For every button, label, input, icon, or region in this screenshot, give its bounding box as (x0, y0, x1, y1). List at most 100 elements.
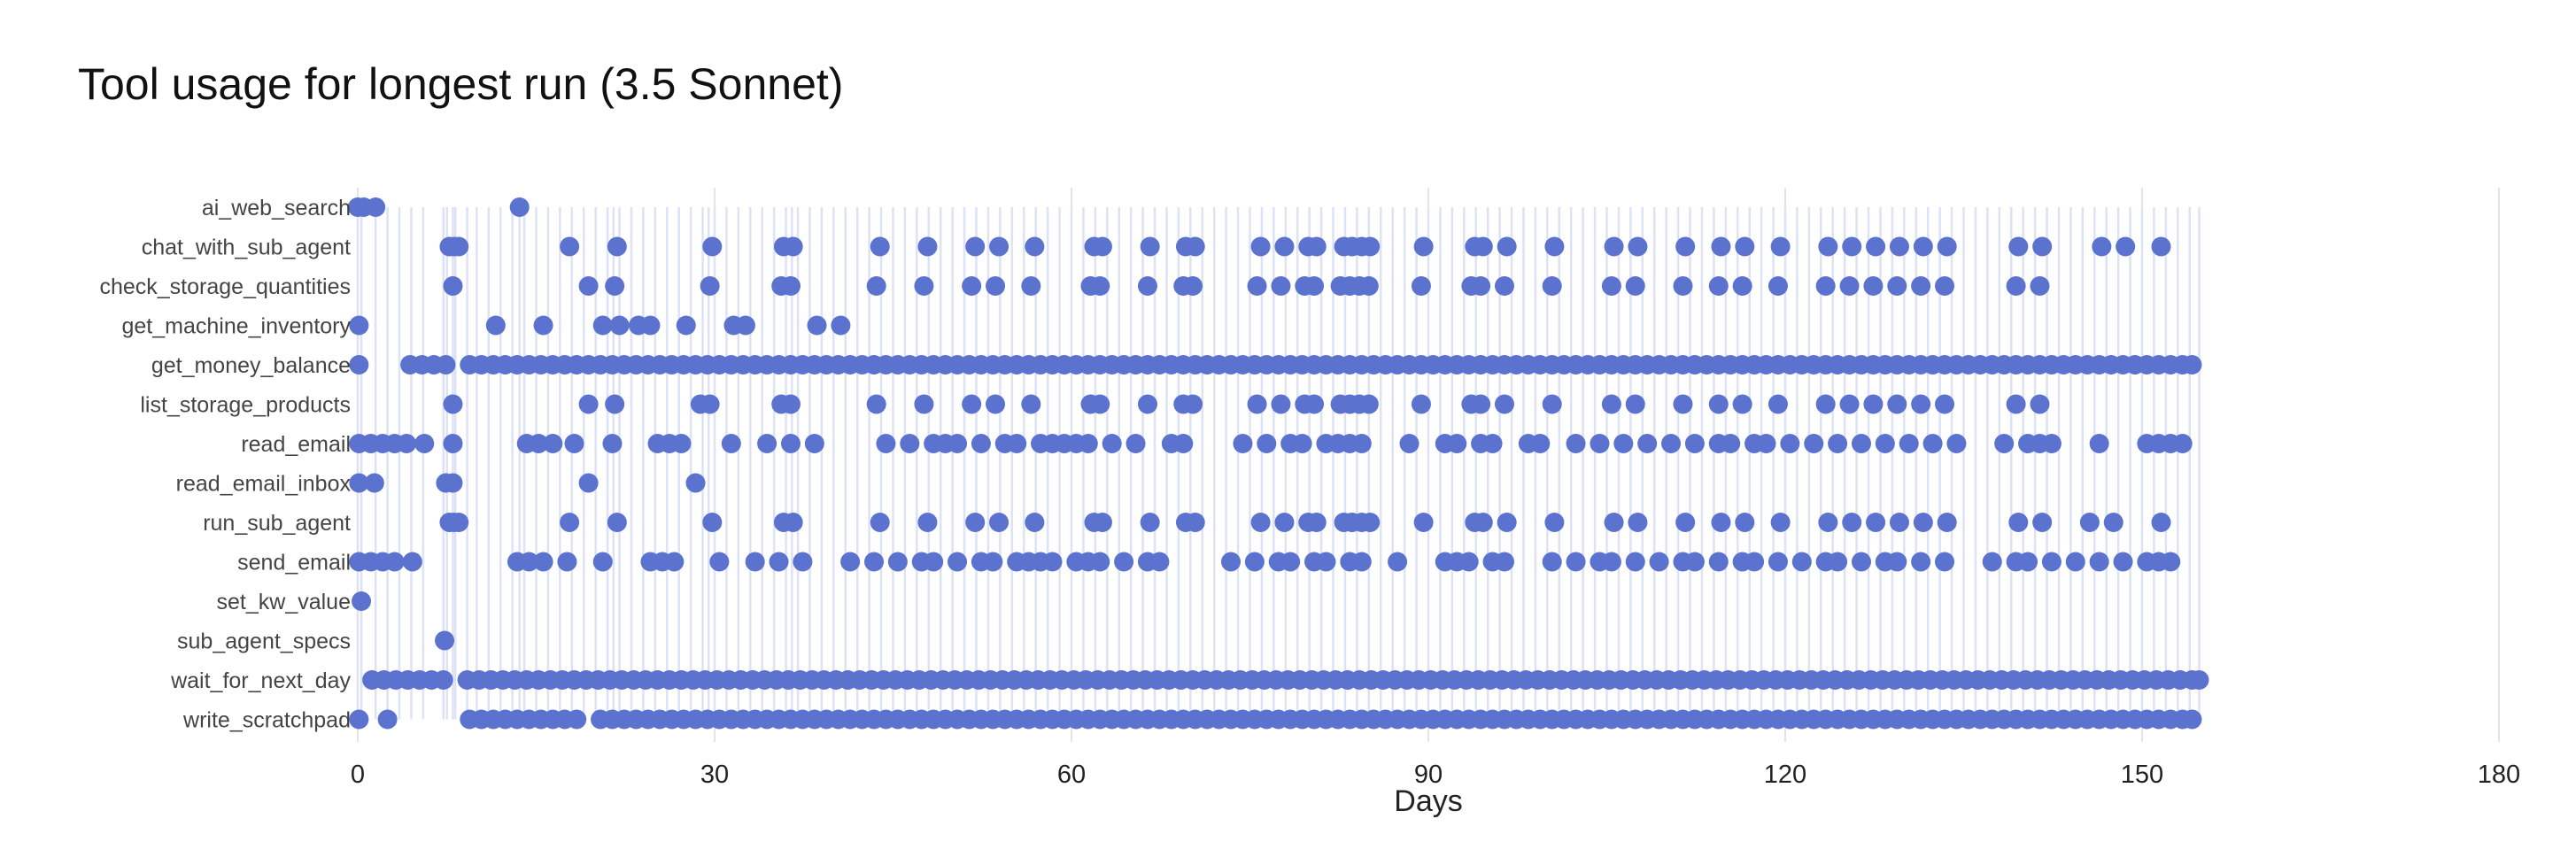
data-point (1863, 394, 1884, 414)
data-point (1250, 236, 1271, 257)
data-point (870, 236, 890, 257)
data-point (971, 434, 991, 453)
data-point (1413, 513, 1434, 532)
data-point (1274, 236, 1295, 257)
data-point (349, 355, 369, 375)
data-point (866, 394, 886, 414)
data-point (377, 709, 398, 730)
data-point (1078, 434, 1098, 453)
data-point (900, 434, 920, 453)
data-point (780, 276, 801, 296)
data-point (1185, 513, 1205, 532)
data-point (1021, 394, 1041, 414)
data-point (1649, 552, 1669, 572)
data-point (948, 552, 968, 572)
data-point (989, 513, 1010, 532)
data-point (1768, 276, 1788, 296)
data-point (1126, 434, 1146, 453)
data-point (1887, 276, 1907, 296)
data-point (1025, 513, 1045, 532)
data-point (1250, 513, 1271, 532)
x-tick-label: 180 (2478, 761, 2520, 789)
data-point (1137, 276, 1157, 296)
data-point (605, 394, 625, 414)
data-point (1721, 434, 1741, 453)
y-tick-label: send_email (237, 551, 351, 575)
data-point (1221, 552, 1242, 572)
data-point (965, 513, 986, 532)
data-point (1140, 236, 1160, 257)
data-point (1851, 552, 1871, 572)
data-point (384, 552, 405, 572)
y-tick-label: chat_with_sub_agent (142, 236, 351, 260)
data-point (831, 315, 851, 336)
data-point (876, 434, 896, 453)
data-point (1137, 394, 1157, 414)
data-point (1708, 276, 1729, 296)
data-point (769, 552, 789, 572)
data-point (2116, 236, 2136, 257)
data-point (962, 276, 982, 296)
data-point (449, 513, 469, 532)
data-point (1173, 434, 1194, 453)
data-point (1601, 276, 1621, 296)
data-point (917, 236, 938, 257)
y-tick-label: list_storage_products (140, 393, 351, 418)
data-point (989, 236, 1010, 257)
data-point (676, 315, 696, 336)
data-point (1271, 276, 1291, 296)
data-point (1628, 513, 1648, 532)
data-point (664, 552, 685, 572)
data-point (793, 552, 813, 572)
data-point (1292, 434, 1312, 453)
data-point (783, 236, 803, 257)
data-point (1233, 434, 1253, 453)
data-point (1351, 434, 1372, 453)
data-point (509, 197, 530, 217)
data-point (702, 513, 723, 532)
data-point (780, 434, 801, 453)
data-point (578, 394, 599, 414)
data-point (1102, 434, 1122, 453)
data-point (560, 236, 580, 257)
data-point (1247, 394, 1267, 414)
data-point (1542, 552, 1562, 572)
data-point (1875, 434, 1895, 453)
data-point (592, 552, 613, 572)
data-point (2113, 552, 2133, 572)
y-tick-label: set_kw_value (217, 590, 351, 614)
data-point (1604, 513, 1624, 532)
data-point (1732, 394, 1752, 414)
data-point (435, 630, 455, 651)
data-point (700, 394, 720, 414)
data-point (1889, 513, 1909, 532)
data-point (887, 552, 908, 572)
data-point (1544, 513, 1565, 532)
data-point (1732, 276, 1752, 296)
data-point (1090, 552, 1110, 572)
data-point (1899, 434, 1919, 453)
data-point (870, 513, 890, 532)
data-point (1839, 276, 1860, 296)
data-point (1458, 552, 1479, 572)
data-point (1851, 434, 1871, 453)
data-point (1304, 394, 1325, 414)
data-point (349, 473, 369, 493)
data-point (807, 315, 827, 336)
data-point (1675, 236, 1696, 257)
data-point (1791, 552, 1812, 572)
data-point (2006, 276, 2026, 296)
data-point (1482, 434, 1503, 453)
data-point (783, 513, 803, 532)
data-point (1316, 552, 1336, 572)
data-point (1530, 434, 1551, 453)
data-point (1828, 434, 1848, 453)
data-point (1566, 552, 1586, 572)
data-point (1735, 236, 1755, 257)
data-point (1494, 394, 1514, 414)
data-point (2189, 670, 2209, 690)
x-tick-label: 150 (2121, 761, 2163, 789)
data-point (1708, 394, 1729, 414)
data-point (352, 591, 372, 611)
data-point (443, 394, 463, 414)
